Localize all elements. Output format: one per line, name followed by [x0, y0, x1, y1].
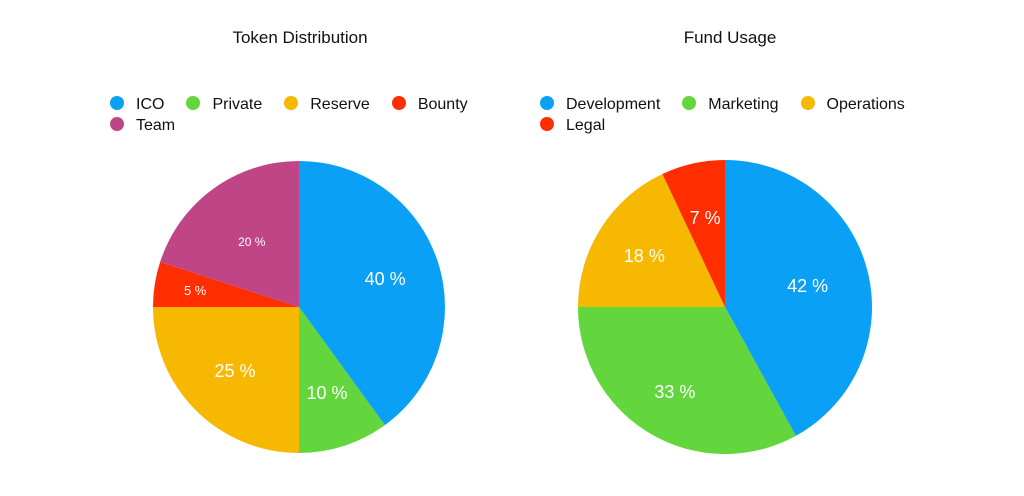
pie-plot: 42 % 33 % 18 % 7 % — [578, 160, 872, 454]
slice-data-label: 7 % — [690, 208, 721, 228]
legend-row: Development Marketing Operations — [540, 96, 960, 117]
legend-swatch — [540, 117, 554, 131]
pie-slice-bounty[interactable] — [153, 261, 299, 307]
pie-slice-ico[interactable] — [299, 161, 445, 426]
slice-data-label: 20 % — [238, 235, 266, 249]
pie-slice-private[interactable] — [299, 307, 385, 453]
legend-swatch — [540, 96, 554, 110]
slice-data-label: 40 % — [365, 269, 406, 289]
legend-swatch — [110, 96, 124, 110]
legend-label: Private — [212, 96, 263, 113]
pie-plot: 40 % 10 % 25 % 5 % 20 % — [153, 161, 445, 453]
slice-data-label: 25 % — [214, 361, 255, 381]
legend-label: Bounty — [417, 96, 468, 113]
pie-slice-team[interactable] — [160, 161, 299, 307]
legend-label: Operations — [826, 96, 905, 113]
legend-row: Team — [110, 117, 530, 138]
legend-row: Legal — [540, 117, 960, 138]
legend-label: Marketing — [708, 96, 779, 113]
legend-swatch — [800, 96, 815, 110]
legend-swatch — [391, 96, 406, 110]
pie-slice-marketing[interactable] — [578, 307, 796, 454]
legend-label: Team — [136, 117, 176, 134]
legend-label: ICO — [136, 96, 165, 113]
legend-item[interactable]: Development — [540, 96, 660, 114]
pie-slice-reserve[interactable] — [153, 307, 299, 453]
legend-swatch — [110, 117, 124, 131]
legend-item[interactable]: Team — [110, 117, 175, 135]
legend-item[interactable]: Operations — [800, 96, 905, 114]
legend-label: Legal — [566, 117, 606, 134]
legend-swatch — [284, 96, 299, 110]
legend-item[interactable]: Reserve — [284, 96, 370, 114]
legend-item[interactable]: Legal — [540, 117, 605, 135]
legend-row: ICO Private Reserve Bounty — [110, 96, 530, 117]
slice-data-label: 33 % — [654, 382, 695, 402]
slice-data-label: 42 % — [787, 276, 828, 296]
legend-label: Reserve — [310, 96, 370, 113]
legend-label: Development — [566, 96, 661, 113]
pie-slice-development[interactable] — [725, 160, 872, 436]
slice-data-label: 18 % — [624, 246, 665, 266]
legend-item[interactable]: Marketing — [682, 96, 779, 114]
legend-item[interactable]: Bounty — [391, 96, 468, 114]
slice-data-label: 5 % — [184, 283, 207, 298]
token-distribution-chart: Token Distribution ICO Private Reserve Boun… — [70, 0, 530, 496]
chart-title: Token Distribution — [232, 28, 368, 47]
fund-usage-chart: Fund Usage Development Marketing Operation… — [500, 0, 960, 496]
chart-legend: ICO Private Reserve Bounty Team — [110, 96, 530, 138]
legend-item[interactable]: Private — [186, 96, 262, 114]
legend-swatch — [682, 96, 697, 110]
legend-swatch — [186, 96, 201, 110]
pie-slice-legal[interactable] — [662, 160, 725, 307]
pie-slice-operations[interactable] — [578, 173, 725, 307]
chart-legend: Development Marketing Operations Legal — [540, 96, 960, 138]
legend-item[interactable]: ICO — [110, 96, 164, 114]
slice-data-label: 10 % — [306, 383, 347, 403]
chart-title: Fund Usage — [683, 28, 777, 47]
